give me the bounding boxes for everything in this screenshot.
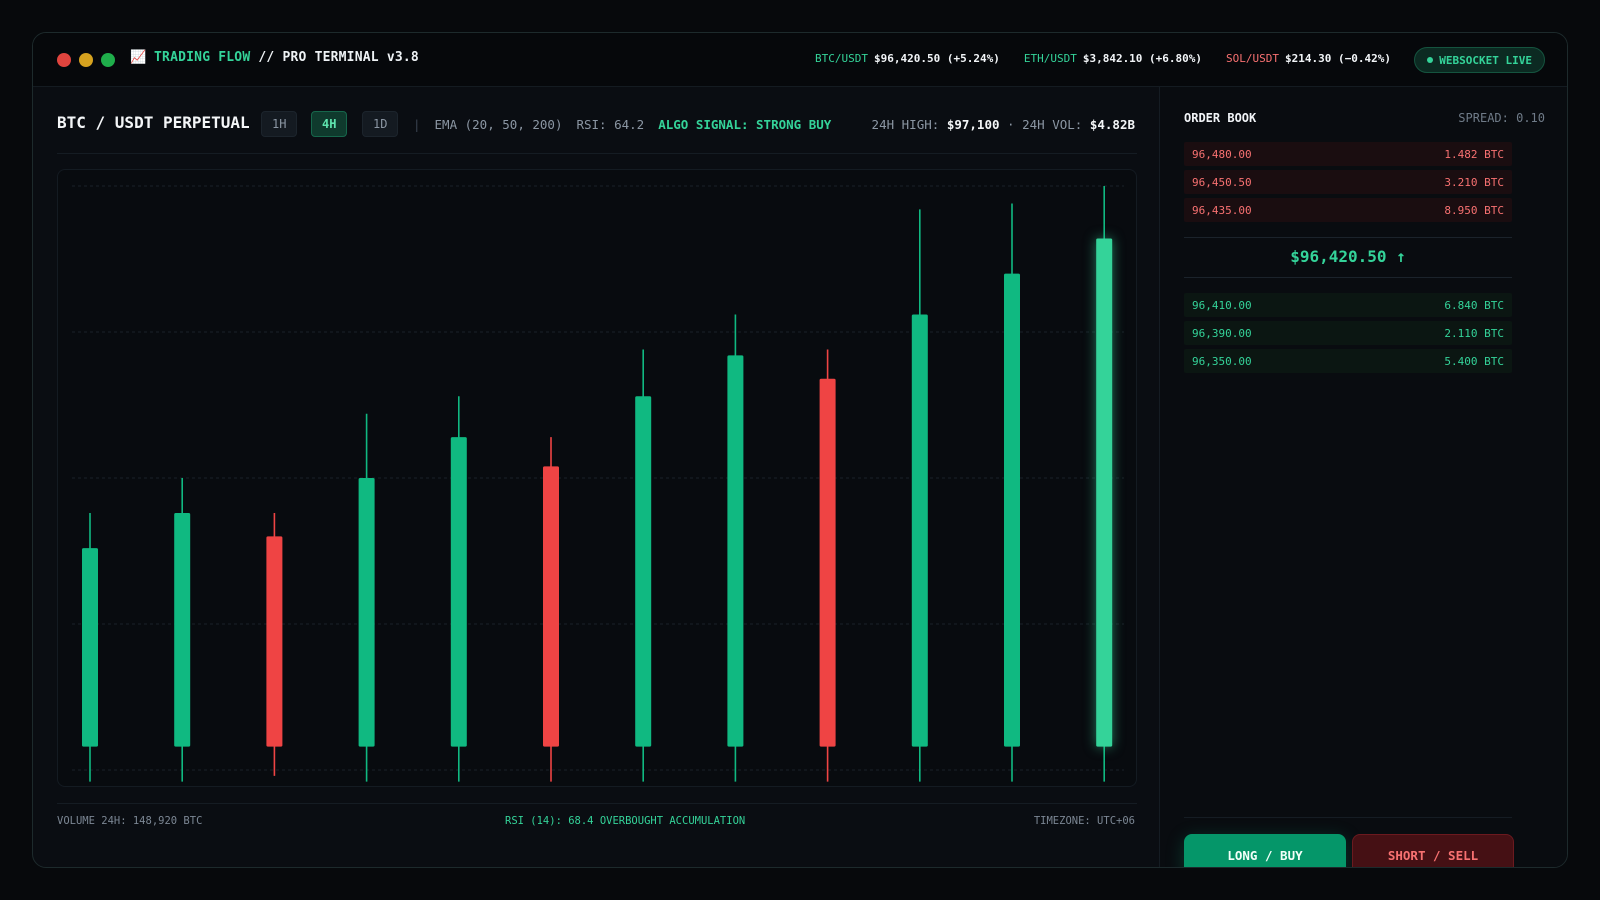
app-suffix: // PRO TERMINAL v3.8: [250, 50, 419, 65]
chart-canvas: [72, 185, 1124, 782]
candlestick-chart[interactable]: [57, 169, 1137, 787]
timeframe-1h-button[interactable]: 1H: [261, 111, 298, 137]
candle-body: [450, 437, 467, 747]
ask-price: 96,450.50: [1192, 175, 1252, 189]
rsi-status: RSI (14): 68.4 OVERBOUGHT ACCUMULATION: [505, 815, 746, 827]
candle-up[interactable]: [1004, 203, 1020, 782]
divider: [1184, 817, 1512, 818]
candle-body: [543, 466, 559, 747]
bid-size: 2.110 BTC: [1444, 326, 1504, 340]
ticker-symbol: ETH/USDT: [1023, 52, 1077, 65]
timeframe-4h-button[interactable]: 4H: [311, 111, 348, 137]
candle-up[interactable]: [358, 413, 375, 782]
chart-increasing-icon: 📈: [130, 50, 147, 65]
ask-size: 3.210 BTC: [1444, 175, 1504, 189]
indicator-bar: | EMA (20, 50, 200) RSI: 64.2 ALGO SIGNAL: …: [413, 117, 831, 132]
bid-row[interactable]: 96,350.00 5.400 BTC: [1184, 349, 1512, 373]
candle-up[interactable]: [1096, 186, 1113, 782]
candle-body: [635, 396, 652, 747]
bid-price: 96,410.00: [1192, 298, 1252, 312]
minimize-window-button[interactable]: [79, 53, 93, 67]
maximize-window-button[interactable]: [101, 53, 115, 67]
app-title: 📈 TRADING FLOW // PRO TERMINAL v3.8: [130, 50, 419, 65]
spread-readout: SPREAD: 0.10: [1458, 111, 1545, 125]
websocket-status-badge: WEBSOCKET LIVE: [1414, 47, 1545, 73]
candle-body: [1096, 238, 1113, 747]
bid-price: 96,390.00: [1192, 326, 1252, 340]
live-dot-icon: [1427, 57, 1434, 63]
ask-size: 1.482 BTC: [1444, 147, 1504, 161]
candle-body: [1004, 273, 1020, 747]
algo-signal: ALGO SIGNAL: STRONG BUY: [658, 117, 832, 132]
title-bar: 📈 TRADING FLOW // PRO TERMINAL v3.8 BTC/…: [33, 33, 1567, 87]
order-book-panel: ORDER BOOK SPREAD: 0.10 96,480.00 1.482 …: [1159, 87, 1567, 867]
candle-up[interactable]: [911, 209, 928, 782]
ticker-symbol: SOL/USDT: [1226, 52, 1280, 65]
candle-up[interactable]: [82, 513, 98, 782]
bid-price: 96,350.00: [1192, 354, 1252, 368]
high-value: $97,100: [946, 117, 1000, 132]
stats-separator: ·: [1007, 117, 1015, 132]
ask-row[interactable]: 96,480.00 1.482 BTC: [1184, 142, 1512, 166]
volume-value: $4.82B: [1089, 117, 1135, 132]
candle-body: [358, 478, 375, 747]
ask-row[interactable]: 96,435.00 8.950 BTC: [1184, 198, 1512, 222]
timezone-readout: TIMEZONE: UTC+06: [1033, 815, 1135, 827]
candle-down[interactable]: [266, 513, 283, 776]
candle-body: [911, 314, 928, 747]
ask-price: 96,435.00: [1192, 203, 1252, 217]
volume-label: 24H VOL:: [1022, 117, 1083, 132]
candle-body: [266, 536, 283, 747]
ask-price: 96,480.00: [1192, 147, 1252, 161]
ticker-strip: BTC/USDT $96,420.50 (+5.24%) ETH/USDT $3,8…: [815, 52, 1391, 65]
pair-title: BTC / USDT PERPETUAL: [57, 113, 250, 132]
ticker-value: $3,842.10 (+6.80%): [1082, 52, 1203, 65]
candle-up[interactable]: [635, 349, 652, 782]
ticker-value: $96,420.50 (+5.24%): [874, 52, 1000, 65]
long-buy-button[interactable]: LONG / BUY: [1184, 834, 1346, 867]
high-label: 24H HIGH:: [871, 117, 940, 132]
bid-row[interactable]: 96,410.00 6.840 BTC: [1184, 293, 1512, 317]
volume-readout: VOLUME 24H: 148,920 BTC: [57, 815, 203, 827]
mid-price: $96,420.50 ↑: [1290, 247, 1406, 266]
divider: [57, 153, 1137, 154]
candle-up[interactable]: [174, 478, 191, 782]
ema-indicator[interactable]: EMA (20, 50, 200): [434, 117, 563, 132]
ask-size: 8.950 BTC: [1444, 203, 1504, 217]
short-sell-button[interactable]: SHORT / SELL: [1352, 834, 1514, 867]
divider: [57, 803, 1137, 804]
close-window-button[interactable]: [57, 53, 71, 67]
candle-body: [174, 513, 191, 747]
timeframe-1d-button[interactable]: 1D: [362, 111, 399, 137]
candle-down[interactable]: [819, 349, 836, 782]
candle-up[interactable]: [727, 314, 744, 782]
ask-row[interactable]: 96,450.50 3.210 BTC: [1184, 170, 1512, 194]
bid-size: 5.400 BTC: [1444, 354, 1504, 368]
divider: [1184, 237, 1512, 238]
terminal-window: 📈 TRADING FLOW // PRO TERMINAL v3.8 BTC/…: [32, 32, 1568, 868]
websocket-status-label: WEBSOCKET LIVE: [1439, 53, 1532, 67]
candle-body: [819, 378, 836, 747]
app-name: TRADING FLOW: [154, 50, 251, 65]
candle-down[interactable]: [543, 437, 559, 782]
ticker-sol[interactable]: SOL/USDT $214.30 (−0.42%): [1226, 52, 1391, 65]
ticker-eth[interactable]: ETH/USDT $3,842.10 (+6.80%): [1024, 52, 1202, 65]
candle-body: [727, 355, 744, 747]
candle-body: [82, 548, 98, 747]
bid-size: 6.840 BTC: [1444, 298, 1504, 312]
order-book-title: ORDER BOOK: [1184, 111, 1257, 125]
divider: [1184, 277, 1512, 278]
bid-row[interactable]: 96,390.00 2.110 BTC: [1184, 321, 1512, 345]
ticker-value: $214.30 (−0.42%): [1285, 52, 1391, 65]
chart-panel: BTC / USDT PERPETUAL 1H 4H 1D | EMA (20, …: [33, 87, 1159, 867]
ticker-btc[interactable]: BTC/USDT $96,420.50 (+5.24%): [815, 52, 1000, 65]
rsi-indicator: RSI: 64.2: [576, 117, 645, 132]
separator: |: [413, 117, 421, 132]
ticker-symbol: BTC/USDT: [815, 52, 868, 65]
candle-up[interactable]: [450, 396, 467, 782]
market-stats: 24H HIGH: $97,100 · 24H VOL: $4.82B: [872, 117, 1135, 132]
